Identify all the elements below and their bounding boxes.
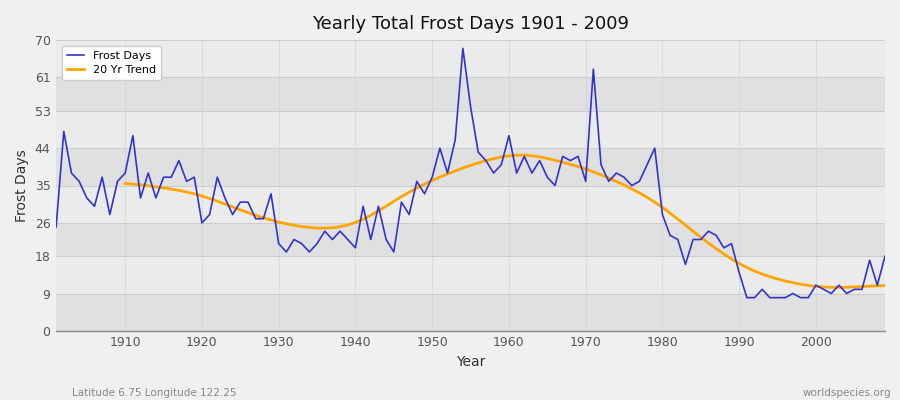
- Bar: [56, 294, 885, 331]
- 20 Yr Trend: [519, 153, 530, 158]
- X-axis label: Year: Year: [456, 355, 485, 369]
- 20 Yr Trend: [879, 283, 890, 288]
- Bar: [56, 148, 885, 186]
- Frost Days: [511, 171, 522, 176]
- 20 Yr Trend: [120, 181, 130, 186]
- Y-axis label: Frost Days: Frost Days: [15, 149, 29, 222]
- Frost Days: [879, 254, 890, 258]
- Bar: [56, 223, 885, 256]
- 20 Yr Trend: [826, 285, 837, 290]
- Line: Frost Days: Frost Days: [56, 48, 885, 298]
- 20 Yr Trend: [511, 153, 522, 158]
- Bar: [56, 186, 885, 223]
- 20 Yr Trend: [580, 167, 591, 172]
- Frost Days: [603, 179, 614, 184]
- 20 Yr Trend: [833, 285, 844, 290]
- Bar: [56, 256, 885, 294]
- 20 Yr Trend: [857, 284, 868, 289]
- 20 Yr Trend: [296, 224, 307, 229]
- Legend: Frost Days, 20 Yr Trend: Frost Days, 20 Yr Trend: [62, 46, 161, 80]
- Line: 20 Yr Trend: 20 Yr Trend: [125, 155, 885, 287]
- Frost Days: [112, 179, 123, 184]
- Frost Days: [50, 225, 61, 230]
- Frost Days: [281, 250, 292, 254]
- Bar: [56, 40, 885, 78]
- Text: Latitude 6.75 Longitude 122.25: Latitude 6.75 Longitude 122.25: [72, 388, 237, 398]
- Frost Days: [742, 295, 752, 300]
- Text: worldspecies.org: worldspecies.org: [803, 388, 891, 398]
- Bar: [56, 78, 885, 111]
- Title: Yearly Total Frost Days 1901 - 2009: Yearly Total Frost Days 1901 - 2009: [312, 15, 629, 33]
- 20 Yr Trend: [266, 218, 276, 222]
- Frost Days: [503, 133, 514, 138]
- Frost Days: [457, 46, 468, 51]
- Bar: [56, 111, 885, 148]
- Frost Days: [327, 237, 338, 242]
